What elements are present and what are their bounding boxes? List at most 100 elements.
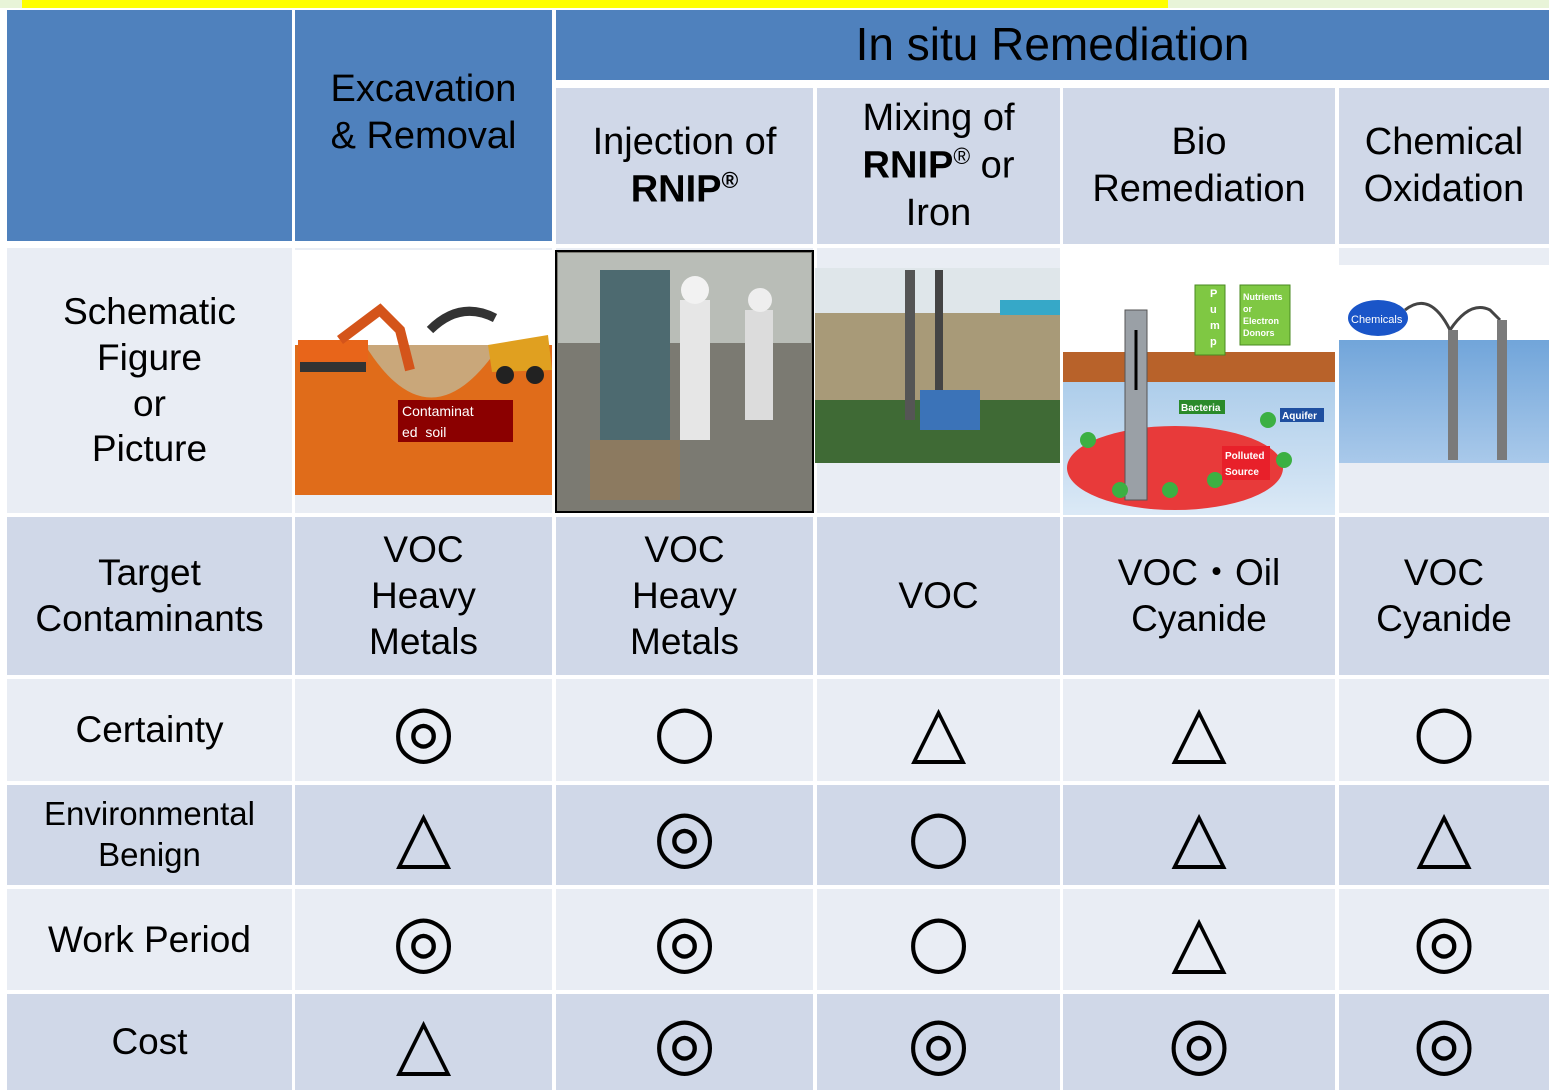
header-text: or: [970, 145, 1014, 187]
rating: ◎: [653, 1006, 716, 1078]
header-line: Injection of: [593, 119, 777, 166]
table-cell: △: [1339, 785, 1549, 885]
header-line: RNIP®: [631, 166, 739, 214]
table-cell: △: [1063, 889, 1335, 990]
table-cell: ○: [556, 679, 813, 781]
row-label: Environmental: [44, 794, 255, 835]
rating: △: [911, 694, 966, 766]
rating: ◎: [1168, 1006, 1231, 1078]
header-text: Iron: [906, 192, 971, 234]
header-text: RNIP: [863, 145, 954, 187]
table-cell: △: [295, 785, 552, 885]
header-text: RNIP: [631, 168, 722, 210]
page: Contaminat ed soil Pump Nutrients or Electr…: [0, 0, 1549, 1090]
header-line: Oxidation: [1364, 166, 1525, 213]
row-label: Certainty: [75, 707, 223, 753]
header-text: ®: [953, 143, 970, 169]
cell-text: Heavy: [371, 573, 476, 619]
table-cell: VOCHeavyMetals: [556, 517, 813, 675]
row-label: Picture: [92, 426, 207, 472]
table-cell: Chemical Oxidation: [1339, 88, 1549, 244]
header-text: Injection of: [593, 121, 777, 163]
header-line: RNIP® or: [863, 142, 1015, 190]
table-cell: ○: [817, 785, 1060, 885]
rating: △: [1171, 694, 1226, 766]
header-line: Bio: [1172, 119, 1227, 166]
table-cell: ◎: [295, 679, 552, 781]
mixing-photo: [815, 268, 1060, 463]
picture-label: u: [1210, 304, 1217, 316]
picture-label: p: [1210, 336, 1217, 348]
row-label: Cost: [111, 1019, 187, 1065]
picture-label: ed soil: [402, 424, 446, 440]
table-cell: △: [1063, 785, 1335, 885]
picture-label: Aquifer: [1282, 411, 1317, 422]
table-cell: △: [295, 994, 552, 1090]
row-label: Work Period: [48, 917, 251, 963]
header-line: Iron: [906, 190, 971, 237]
cell-text: Cyanide: [1376, 596, 1512, 642]
table-cell: ◎: [295, 889, 552, 990]
header-text: ®: [721, 167, 738, 193]
header-text: Excavation: [331, 68, 517, 110]
rating: ○: [907, 799, 970, 871]
picture-label: m: [1210, 320, 1220, 332]
rating: ◎: [907, 1006, 970, 1078]
table-cell: In situ Remediation: [556, 10, 1549, 80]
table-cell: ◎: [556, 994, 813, 1090]
group-title: In situ Remediation: [856, 16, 1250, 73]
header-text: Oxidation: [1364, 168, 1525, 210]
cell-text: Heavy: [632, 573, 737, 619]
picture-label: Source: [1225, 467, 1259, 478]
excavation-figure: Contaminat ed soil: [295, 250, 552, 495]
chemical-figure: Chemicals: [1339, 265, 1549, 463]
picture-label: Bacteria: [1181, 403, 1221, 414]
cell-text: VOC・Oil: [1118, 550, 1280, 596]
rating: △: [1171, 799, 1226, 871]
row-label: Contaminants: [35, 596, 263, 642]
row-label: or: [133, 381, 166, 427]
rating: △: [396, 799, 451, 871]
header-text: Bio: [1172, 121, 1227, 163]
cell-text: VOC: [898, 573, 978, 619]
picture-label: Nutrients: [1243, 292, 1283, 302]
picture-label: Donors: [1243, 328, 1275, 338]
table-cell: ◎: [556, 889, 813, 990]
rating: ◎: [392, 904, 455, 976]
picture-label: Chemicals: [1351, 314, 1403, 326]
row-label: Benign: [98, 835, 201, 876]
row-label: Figure: [97, 335, 202, 381]
row-label: Schematic: [63, 289, 236, 335]
picture-label: Contaminat: [402, 403, 474, 419]
picture-label: P: [1210, 288, 1217, 300]
picture-label: or: [1243, 304, 1252, 314]
cell-text: Metals: [369, 619, 478, 665]
table-cell: VOC: [817, 517, 1060, 675]
cell-text: VOC: [1404, 550, 1484, 596]
rating: ◎: [653, 799, 716, 871]
table-cell: ○: [817, 889, 1060, 990]
table-cell: ◎: [817, 994, 1060, 1090]
header-text: Chemical: [1365, 121, 1523, 163]
row-label: Target: [98, 550, 201, 596]
table-cell: △: [1063, 679, 1335, 781]
header-line: Excavation: [331, 66, 517, 113]
rating: △: [1416, 799, 1471, 871]
table-cell: ◎: [1339, 889, 1549, 990]
picture-label: Electron: [1243, 316, 1279, 326]
header-text: Remediation: [1092, 168, 1305, 210]
rating: ○: [653, 694, 716, 766]
table-cell: ◎: [556, 785, 813, 885]
cell-text: VOC: [644, 527, 724, 573]
table-cell: Bio Remediation: [1063, 88, 1335, 244]
table-cell: △: [817, 679, 1060, 781]
rating: ○: [907, 904, 970, 976]
table-cell: Certainty: [7, 679, 292, 781]
